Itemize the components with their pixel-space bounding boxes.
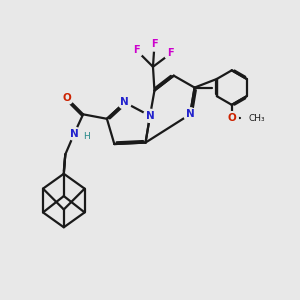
Text: F: F — [133, 45, 140, 56]
Text: CH₃: CH₃ — [248, 114, 265, 123]
Text: F: F — [151, 40, 158, 50]
Circle shape — [225, 112, 238, 125]
Text: N: N — [146, 111, 154, 121]
Circle shape — [130, 44, 143, 57]
Circle shape — [60, 92, 73, 104]
Text: O: O — [227, 113, 236, 123]
Circle shape — [164, 47, 177, 60]
Text: N: N — [120, 98, 129, 107]
Text: H: H — [83, 132, 90, 141]
Text: N: N — [70, 129, 79, 139]
Circle shape — [118, 96, 131, 109]
Circle shape — [184, 108, 197, 121]
Circle shape — [68, 127, 81, 140]
Circle shape — [143, 109, 157, 122]
Circle shape — [148, 38, 161, 51]
Text: O: O — [62, 93, 71, 103]
Text: F: F — [167, 48, 174, 59]
Text: N: N — [186, 109, 194, 119]
